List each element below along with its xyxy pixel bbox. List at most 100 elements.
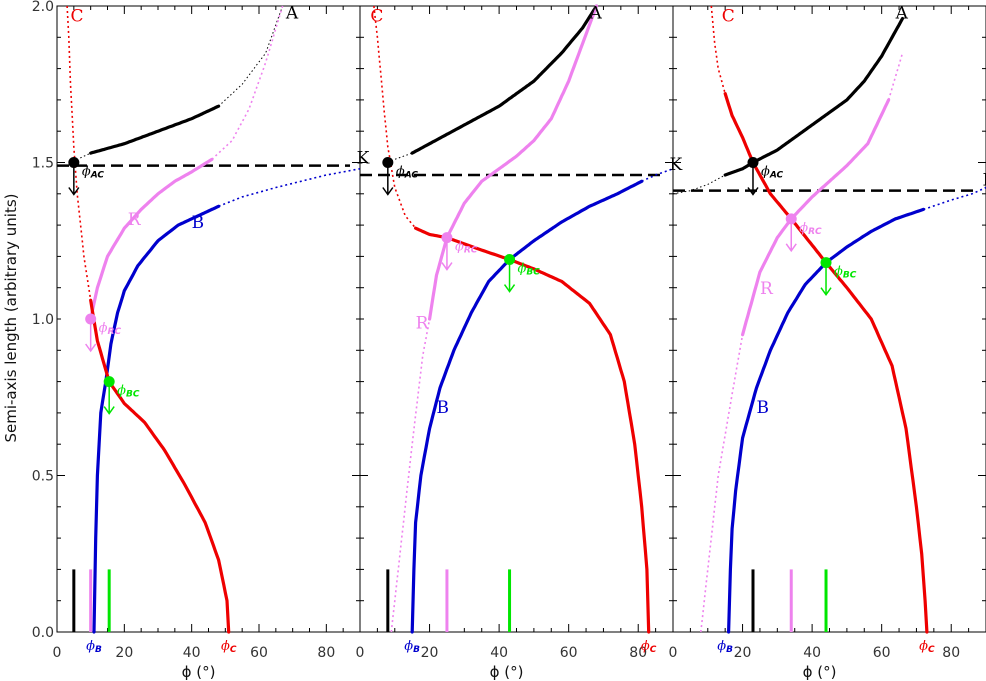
curve-A-dotted — [672, 174, 726, 195]
curve-R-dotted — [390, 318, 431, 633]
label-C: C — [70, 7, 83, 27]
axes-layer: 0.0 0.5 1.0 1.5 2.0 0 20 40 60 80 ϕ (°) ϕB ϕC 0 20 40 60… — [32, 0, 986, 681]
label-K: K — [670, 155, 683, 175]
axis-marker-C: ϕC — [919, 639, 935, 655]
arrowhead-BC — [820, 287, 832, 296]
point-label-sub: BC — [126, 390, 140, 400]
x-tick-label: 80 — [629, 645, 647, 661]
panel-frame — [672, 5, 986, 633]
x-tick-label: 0 — [356, 645, 365, 661]
point-label-sub: RC — [108, 327, 122, 337]
arrowhead-RC — [785, 243, 797, 253]
arrowhead-AC — [382, 187, 394, 196]
point-label-RC: ϕRC — [99, 321, 122, 337]
x-axis-label: ϕ (°) — [182, 663, 216, 681]
label-R: R — [416, 313, 430, 333]
point-label-AC: ϕAC — [761, 165, 784, 181]
curve-C — [414, 226, 651, 634]
curve-B-dotted — [923, 186, 986, 211]
point-label-sub: BC — [843, 271, 857, 281]
label-B: B — [437, 398, 450, 418]
x-tick-label: 40 — [490, 645, 508, 661]
curve-A — [723, 16, 905, 177]
point-AC — [68, 157, 80, 168]
x-axis-label: ϕ (°) — [490, 663, 524, 681]
y-axis-label: Semi-axis length (arbitrary units) — [2, 193, 20, 442]
label-C: C — [370, 7, 383, 27]
axis-marker-sub: C — [230, 645, 237, 655]
label-A: A — [589, 4, 603, 24]
curve-A-dotted — [73, 152, 91, 163]
curve-R — [741, 98, 891, 337]
axis-marker-B: ϕB — [717, 639, 733, 655]
point-label-AC: ϕAC — [82, 165, 105, 181]
curve-C — [723, 92, 929, 634]
x-tick-label: 60 — [560, 645, 578, 661]
label-R: R — [128, 210, 142, 230]
label-R: R — [760, 279, 774, 299]
x-tick-label: 60 — [250, 645, 268, 661]
curve-R — [428, 4, 599, 321]
axis-marker-B: ϕB — [86, 639, 102, 655]
panel-frame — [56, 5, 361, 633]
point-RC — [441, 232, 453, 244]
arrowhead-RC — [85, 343, 97, 353]
axis-marker-sub: B — [413, 645, 420, 655]
arrowhead-AC — [747, 187, 759, 196]
curve-A — [410, 4, 599, 155]
axis-marker-C: ϕC — [221, 639, 237, 655]
axis-marker-sub: C — [928, 645, 935, 655]
point-label-sub: RC — [808, 227, 822, 237]
point-label-BC: ϕBC — [834, 265, 857, 281]
y-tick-label: 1.0 — [32, 312, 54, 328]
label-K: K — [983, 171, 986, 191]
point-label-sub: RC — [464, 246, 478, 256]
point-AC — [382, 157, 394, 168]
x-tick-label: 20 — [421, 645, 439, 661]
axis-marker-sub: B — [726, 645, 733, 655]
curve-C-dotted — [710, 5, 726, 94]
arrowhead-BC — [103, 406, 115, 415]
point-BC — [504, 254, 516, 266]
panel-3: 0 20 40 60 80 ϕ (°) ϕB ϕC — [669, 5, 986, 681]
point-BC — [820, 257, 832, 269]
point-RC — [85, 313, 97, 325]
point-BC — [103, 376, 115, 388]
curve-R-dotted — [211, 5, 284, 160]
point-label-AC: ϕAC — [396, 165, 419, 181]
x-tick-label: 0 — [53, 645, 62, 661]
point-label-sub: AC — [404, 171, 419, 181]
label-A: A — [895, 4, 909, 24]
y-tick-label: 0.0 — [32, 625, 54, 641]
y-tick-label: 0.5 — [32, 469, 54, 485]
point-AC — [747, 157, 759, 168]
curve-R — [89, 157, 214, 321]
y-tick-label: 2.0 — [32, 0, 54, 15]
x-tick-label: 40 — [803, 645, 821, 661]
curve-B-dotted — [218, 168, 361, 208]
curve-A — [89, 104, 221, 155]
label-K: K — [357, 149, 370, 169]
label-B: B — [756, 398, 769, 418]
curve-R-dotted — [887, 52, 904, 101]
arrowhead-RC — [441, 262, 453, 271]
point-label-BC: ϕBC — [117, 384, 140, 400]
panel-frame — [359, 5, 674, 633]
point-label-RC: ϕRC — [455, 240, 478, 256]
curve-C-dotted — [66, 5, 92, 301]
x-tick-label: 20 — [734, 645, 752, 661]
axis-marker-B: ϕB — [404, 639, 420, 655]
x-axis-label: ϕ (°) — [803, 663, 837, 681]
label-C: C — [722, 7, 735, 27]
curve-C-dotted — [373, 5, 417, 229]
axis-marker-C: ϕC — [641, 639, 657, 655]
x-tick-label: 60 — [873, 645, 891, 661]
axis-marker-sub: C — [650, 645, 657, 655]
point-label-sub: AC — [90, 171, 105, 181]
point-label-sub: BC — [526, 268, 540, 278]
curves-layer — [57, 4, 986, 634]
x-tick-label: 80 — [317, 645, 335, 661]
curve-B — [410, 179, 644, 634]
x-tick-label: 80 — [942, 645, 960, 661]
